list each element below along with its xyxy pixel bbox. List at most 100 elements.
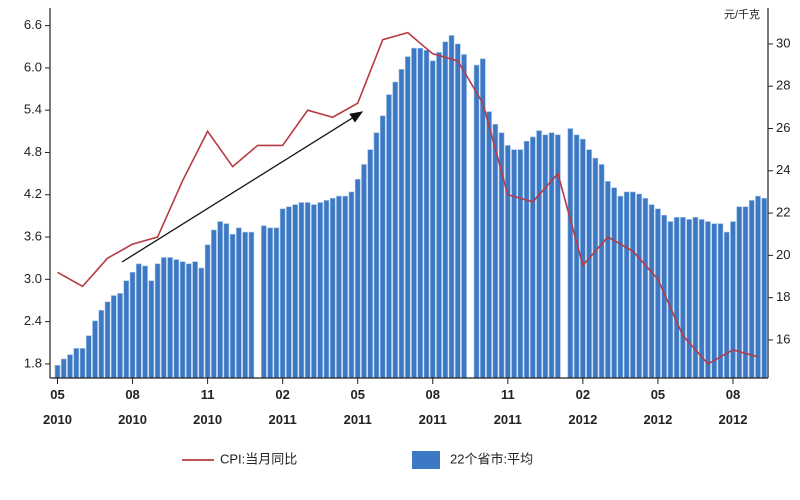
bar [236, 227, 242, 379]
bar [129, 271, 136, 379]
bar [148, 280, 155, 379]
bar [217, 221, 223, 379]
bar [523, 140, 530, 379]
bar [286, 206, 292, 379]
bar [136, 263, 142, 379]
bar [555, 134, 561, 379]
bar [505, 145, 511, 379]
bar [161, 257, 167, 379]
bar [379, 115, 386, 379]
bar [179, 261, 186, 379]
bar [755, 195, 761, 379]
x-tick-label: 11 2010 [193, 387, 223, 427]
bar [417, 47, 424, 379]
legend-label: 22个省市:平均 [450, 451, 533, 466]
y-tick-label: 2.4 [24, 313, 42, 328]
bar [386, 94, 392, 379]
bar [98, 310, 105, 379]
bar [329, 197, 336, 379]
y2-tick-label: 20 [776, 247, 790, 262]
bar [273, 227, 280, 379]
y2-tick-label: 24 [776, 162, 790, 177]
bar [298, 202, 305, 379]
bar [761, 197, 768, 379]
bar [542, 134, 549, 379]
bar [586, 149, 592, 379]
bar [304, 202, 311, 379]
bar [317, 202, 323, 379]
bar [373, 132, 380, 379]
bar [186, 263, 192, 379]
bar [367, 149, 374, 379]
bar [92, 320, 98, 379]
bar [204, 244, 211, 379]
y-tick-label: 5.4 [24, 102, 42, 117]
bar [67, 354, 73, 379]
bar [711, 223, 718, 379]
bar [655, 208, 661, 379]
bar [348, 191, 355, 379]
bar [636, 193, 642, 379]
y2-tick-label: 18 [776, 289, 790, 304]
bar [686, 219, 692, 379]
bar [167, 257, 173, 379]
bar [517, 149, 524, 379]
bar [192, 261, 198, 379]
bar [705, 221, 711, 379]
bar [267, 227, 273, 379]
bar [473, 64, 480, 379]
bar [342, 195, 349, 379]
x-tick-label: 08 2012 [718, 387, 748, 427]
y2-axis-unit: 元/千克 [724, 8, 760, 21]
bar [79, 348, 86, 379]
bar [123, 280, 130, 379]
bar [279, 208, 286, 379]
x-tick-label: 08 2011 [418, 387, 447, 427]
x-tick-label: 02 2011 [268, 387, 297, 427]
bar [54, 365, 61, 379]
bar [623, 191, 630, 379]
bar [292, 204, 298, 379]
bar [211, 229, 217, 379]
bar [423, 49, 430, 379]
x-tick-label: 05 2011 [343, 387, 372, 427]
bar [104, 301, 111, 379]
bar [717, 223, 724, 379]
bar [454, 43, 461, 379]
bar [673, 217, 680, 379]
bar [323, 200, 330, 379]
bar [223, 223, 230, 379]
bar [110, 295, 117, 379]
bar [73, 348, 80, 379]
bar [611, 187, 617, 379]
bar [642, 197, 649, 379]
bar [311, 204, 317, 379]
x-tick-label: 08 2010 [118, 387, 147, 427]
bar [567, 128, 574, 379]
bar [592, 157, 599, 379]
y2-tick-label: 28 [776, 78, 790, 93]
bar [248, 231, 255, 379]
bar [429, 60, 436, 379]
bar [461, 54, 467, 379]
bar [154, 263, 161, 379]
bar [142, 265, 148, 379]
bar [667, 221, 674, 379]
y-tick-label: 4.8 [24, 144, 42, 159]
bar [229, 233, 236, 379]
bar [361, 164, 367, 379]
x-tick-label: 05 2012 [643, 387, 673, 427]
bar [748, 200, 755, 379]
bar [598, 164, 605, 379]
y-tick-label: 3.0 [24, 271, 42, 286]
y-tick-label: 3.6 [24, 228, 42, 243]
bar [398, 69, 405, 379]
x-tick-label: 02 2012 [568, 387, 598, 427]
bar [354, 178, 361, 379]
y2-tick-label: 26 [776, 120, 790, 135]
bar [536, 130, 542, 379]
trend-arrow [121, 111, 364, 263]
bar [680, 217, 686, 379]
